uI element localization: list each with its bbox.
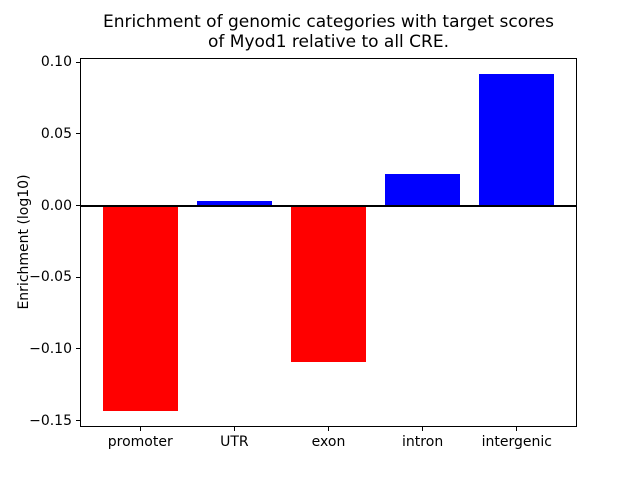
x-tick-mark bbox=[516, 427, 518, 431]
x-tick-label-intergenic: intergenic bbox=[481, 434, 552, 450]
plot-area bbox=[80, 58, 577, 427]
x-tick-mark bbox=[328, 427, 329, 431]
y-tick-label: 0.10 bbox=[40, 54, 72, 71]
chart-title: Enrichment of genomic categories with ta… bbox=[102, 12, 555, 53]
x-tick-mark bbox=[139, 427, 141, 431]
bar-promoter bbox=[102, 205, 178, 411]
y-tick-label: −0.10 bbox=[29, 340, 72, 357]
y-tick-mark bbox=[76, 420, 80, 422]
y-tick-label: −0.15 bbox=[29, 412, 72, 429]
bar-intergenic bbox=[479, 73, 555, 206]
y-axis-label: Enrichment (log10) bbox=[16, 174, 32, 310]
x-tick-mark bbox=[233, 427, 235, 431]
y-tick-label: −0.05 bbox=[29, 269, 72, 286]
y-tick-mark bbox=[76, 205, 80, 207]
bar-intron bbox=[384, 174, 461, 206]
x-tick-label-exon: exon bbox=[311, 434, 346, 450]
y-tick-mark bbox=[76, 61, 80, 63]
y-tick-label: 0.05 bbox=[40, 125, 72, 142]
y-tick-mark bbox=[76, 276, 80, 278]
x-tick-label-intron: intron bbox=[402, 434, 444, 450]
x-tick-label-promoter: promoter bbox=[107, 434, 173, 450]
y-tick-mark bbox=[76, 133, 80, 135]
x-tick-label-UTR: UTR bbox=[220, 434, 249, 450]
y-tick-mark bbox=[76, 348, 80, 350]
bar-exon bbox=[290, 205, 367, 362]
zero-line bbox=[80, 204, 577, 207]
x-tick-mark bbox=[422, 427, 424, 431]
bar-UTR bbox=[196, 201, 273, 206]
y-tick-label: 0.00 bbox=[40, 197, 72, 214]
